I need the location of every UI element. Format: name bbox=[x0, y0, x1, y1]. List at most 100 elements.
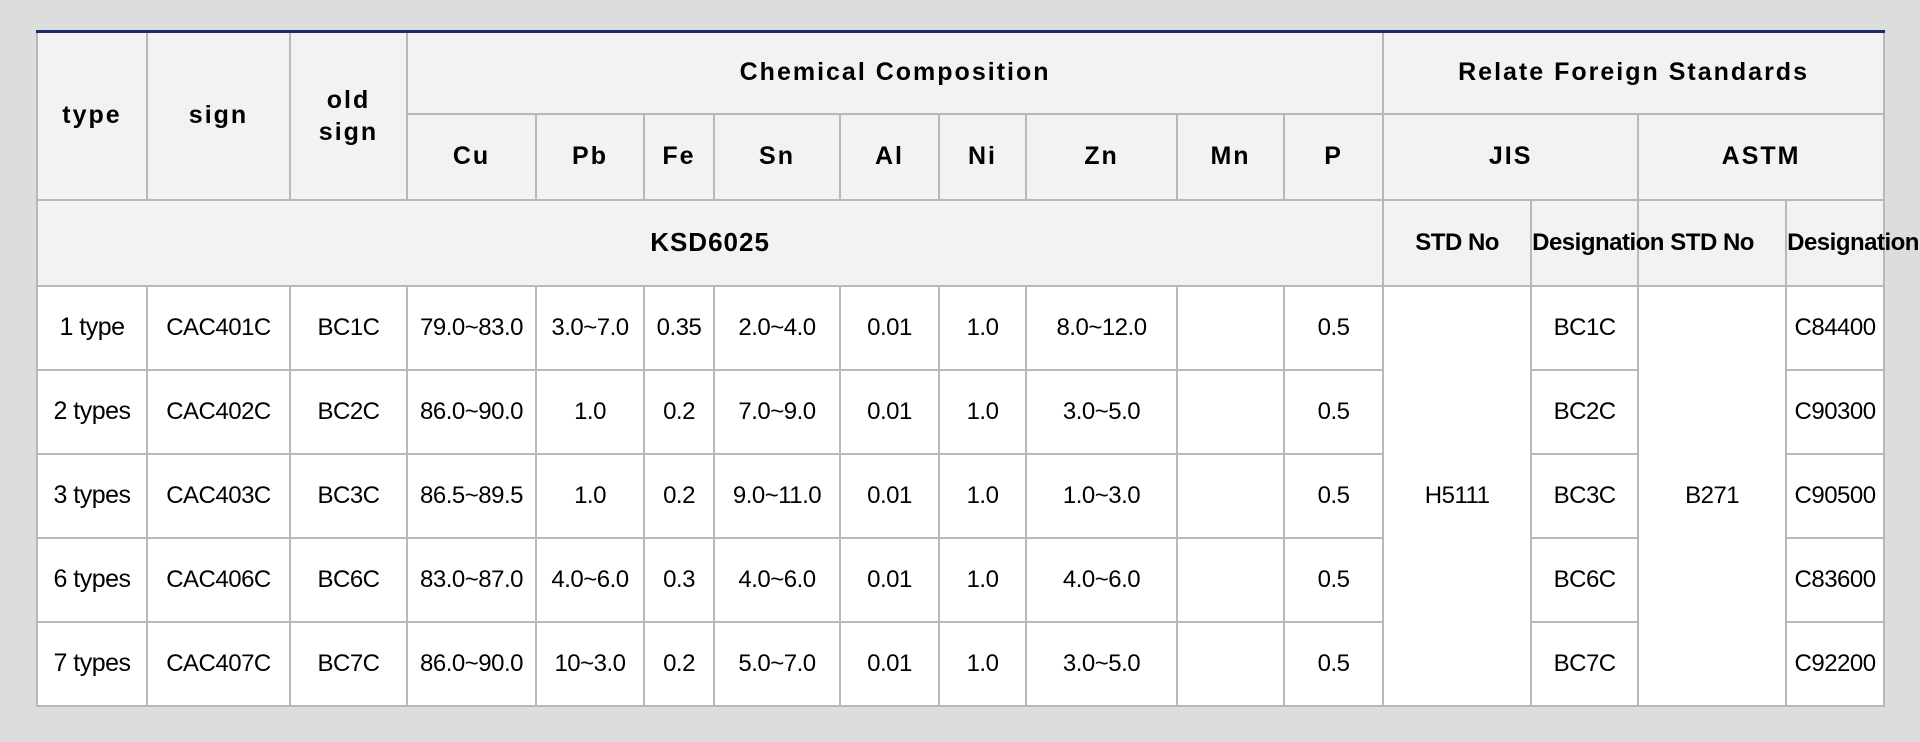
astm-designation-cell: C83600 bbox=[1785, 536, 1885, 623]
table-row: 3 types CAC403C BC3C 86.5~89.5 1.0 0.2 9… bbox=[36, 452, 1885, 539]
header-element-ni: Ni bbox=[938, 112, 1027, 201]
ni-cell: 1.0 bbox=[938, 536, 1027, 623]
al-cell: 0.01 bbox=[839, 620, 940, 707]
header-element-zn: Zn bbox=[1025, 112, 1178, 201]
header-chemical-composition: Chemical Composition bbox=[405, 31, 1385, 115]
sign-cell: CAC402C bbox=[146, 368, 291, 455]
header-old-sign-text: old sign bbox=[318, 85, 379, 146]
zn-cell: 3.0~5.0 bbox=[1025, 620, 1178, 707]
old-sign-cell: BC7C bbox=[289, 620, 408, 707]
pb-cell: 4.0~6.0 bbox=[535, 536, 645, 623]
mn-cell bbox=[1176, 368, 1285, 455]
old-sign-cell: BC3C bbox=[289, 452, 408, 539]
fe-cell: 0.2 bbox=[643, 452, 715, 539]
type-cell: 7 types bbox=[36, 620, 148, 707]
type-cell: 6 types bbox=[36, 536, 148, 623]
sign-cell: CAC401C bbox=[146, 284, 291, 371]
sn-cell: 9.0~11.0 bbox=[713, 452, 841, 539]
p-cell: 0.5 bbox=[1282, 620, 1385, 707]
mn-cell bbox=[1176, 452, 1285, 539]
p-cell: 0.5 bbox=[1282, 536, 1385, 623]
al-cell: 0.01 bbox=[839, 536, 940, 623]
mn-cell bbox=[1176, 536, 1285, 623]
jis-designation-cell: BC6C bbox=[1530, 536, 1640, 623]
type-cell: 3 types bbox=[36, 452, 148, 539]
table-row: 7 types CAC407C BC7C 86.0~90.0 10~3.0 0.… bbox=[36, 620, 1885, 707]
header-element-al: Al bbox=[839, 112, 940, 201]
jis-designation-cell: BC2C bbox=[1530, 368, 1640, 455]
sn-cell: 4.0~6.0 bbox=[713, 536, 841, 623]
sn-cell: 5.0~7.0 bbox=[713, 620, 841, 707]
astm-std-no-label: STD No bbox=[1637, 198, 1788, 287]
sn-cell: 2.0~4.0 bbox=[713, 284, 841, 371]
old-sign-cell: BC2C bbox=[289, 368, 408, 455]
sign-cell: CAC407C bbox=[146, 620, 291, 707]
type-cell: 2 types bbox=[36, 368, 148, 455]
fe-cell: 0.2 bbox=[643, 368, 715, 455]
table-row: 6 types CAC406C BC6C 83.0~87.0 4.0~6.0 0… bbox=[36, 536, 1885, 623]
header-element-pb: Pb bbox=[535, 112, 645, 201]
cu-cell: 86.5~89.5 bbox=[406, 452, 537, 539]
pb-cell: 1.0 bbox=[535, 368, 645, 455]
chemical-composition-table: type sign old sign Chemical Composition … bbox=[35, 30, 1919, 707]
cu-cell: 86.0~90.0 bbox=[406, 620, 537, 707]
al-cell: 0.01 bbox=[839, 452, 940, 539]
cu-cell: 83.0~87.0 bbox=[406, 536, 537, 623]
cu-cell: 86.0~90.0 bbox=[406, 368, 537, 455]
pb-cell: 3.0~7.0 bbox=[535, 284, 645, 371]
mn-cell bbox=[1176, 620, 1285, 707]
jis-designation-label: Designation bbox=[1530, 198, 1664, 287]
pb-cell: 10~3.0 bbox=[535, 620, 645, 707]
fe-cell: 0.2 bbox=[643, 620, 715, 707]
ni-cell: 1.0 bbox=[938, 368, 1027, 455]
header-type: type bbox=[36, 31, 148, 201]
header-astm: ASTM bbox=[1637, 112, 1885, 201]
astm-designation-cell: C90300 bbox=[1785, 368, 1885, 455]
header-row-top: type sign old sign Chemical Composition … bbox=[36, 31, 1885, 201]
fe-cell: 0.3 bbox=[643, 536, 715, 623]
header-sign: sign bbox=[146, 31, 291, 201]
sign-cell: CAC403C bbox=[146, 452, 291, 539]
old-sign-cell: BC1C bbox=[289, 284, 408, 371]
sign-cell: CAC406C bbox=[146, 536, 291, 623]
spec-table-wrapper: type sign old sign Chemical Composition … bbox=[35, 30, 1919, 707]
astm-designation-label: Designation bbox=[1785, 198, 1919, 287]
jis-designation-cell: BC7C bbox=[1530, 620, 1640, 707]
old-sign-cell: BC6C bbox=[289, 536, 408, 623]
header-element-p: P bbox=[1282, 112, 1385, 201]
astm-designation-cell: C92200 bbox=[1785, 620, 1885, 707]
jis-designation-cell: BC3C bbox=[1530, 452, 1640, 539]
header-element-fe: Fe bbox=[643, 112, 715, 201]
cu-cell: 79.0~83.0 bbox=[406, 284, 537, 371]
p-cell: 0.5 bbox=[1282, 452, 1385, 539]
zn-cell: 3.0~5.0 bbox=[1025, 368, 1178, 455]
jis-designation-cell: BC1C bbox=[1530, 284, 1640, 371]
p-cell: 0.5 bbox=[1282, 284, 1385, 371]
sn-cell: 7.0~9.0 bbox=[713, 368, 841, 455]
header-jis: JIS bbox=[1382, 112, 1640, 201]
header-relate-foreign-standards: Relate Foreign Standards bbox=[1382, 31, 1885, 115]
astm-designation-cell: C84400 bbox=[1785, 284, 1885, 371]
header-element-cu: Cu bbox=[406, 112, 537, 201]
al-cell: 0.01 bbox=[839, 368, 940, 455]
pb-cell: 1.0 bbox=[535, 452, 645, 539]
astm-designation-cell: C90500 bbox=[1785, 452, 1885, 539]
ni-cell: 1.0 bbox=[938, 452, 1027, 539]
p-cell: 0.5 bbox=[1282, 368, 1385, 455]
header-element-sn: Sn bbox=[713, 112, 841, 201]
ksd-standard-label: KSD6025 bbox=[35, 198, 1385, 287]
zn-cell: 4.0~6.0 bbox=[1025, 536, 1178, 623]
header-row-elements: Cu Pb Fe Sn Al Ni Zn Mn P JIS ASTM bbox=[37, 112, 1885, 201]
ni-cell: 1.0 bbox=[938, 284, 1027, 371]
header-element-mn: Mn bbox=[1176, 112, 1285, 201]
table-row: 1 type CAC401C BC1C 79.0~83.0 3.0~7.0 0.… bbox=[36, 284, 1885, 707]
zn-cell: 1.0~3.0 bbox=[1025, 452, 1178, 539]
fe-cell: 0.35 bbox=[643, 284, 715, 371]
type-cell: 1 type bbox=[36, 284, 148, 371]
astm-std-no-cell: B271 bbox=[1637, 284, 1788, 707]
standard-row: KSD6025 STD No Designation STD No Design… bbox=[35, 198, 1919, 287]
mn-cell bbox=[1176, 284, 1285, 371]
jis-std-no-label: STD No bbox=[1382, 198, 1533, 287]
jis-std-no-cell: H5111 bbox=[1382, 284, 1533, 707]
al-cell: 0.01 bbox=[839, 284, 940, 371]
